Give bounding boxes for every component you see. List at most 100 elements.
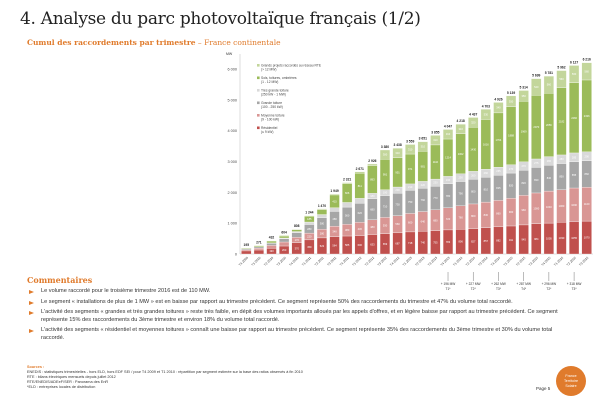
annotation-quarter: T2* xyxy=(471,287,477,291)
segment-value-label: 560 xyxy=(572,72,577,76)
y-tick-label: 6 000 xyxy=(227,68,237,72)
segment-value-label: 560 xyxy=(559,77,564,81)
segment-value-label: 340 xyxy=(496,106,501,110)
segment-value-label: 185 xyxy=(307,217,312,221)
segment-value-label: 310 xyxy=(446,132,451,136)
x-tick-label: T1 2015 xyxy=(503,256,514,267)
segment-value-label: 530 xyxy=(383,224,388,228)
segment-value-label: 1070 xyxy=(584,236,590,240)
x-tick-label: T2 2016 xyxy=(566,256,577,267)
bar-total-label: 5 314 xyxy=(520,85,528,89)
bar-segment xyxy=(241,250,252,255)
bar-segment xyxy=(291,232,302,238)
segment-value-label: 1000 xyxy=(533,206,539,210)
segment-value-label: 380 xyxy=(345,228,350,232)
segment-value-label: 1055 xyxy=(571,236,577,240)
bar-segment xyxy=(329,207,340,212)
y-tick-label: 2 000 xyxy=(227,191,237,195)
bar-segment xyxy=(253,248,264,251)
segment-value-label: 564 xyxy=(332,243,337,247)
segment-value-label: 310 xyxy=(421,144,426,148)
bar-total-label: 5 962 xyxy=(557,66,565,70)
segment-value-label: 991 xyxy=(383,172,388,176)
x-tick-label: T4 2009 xyxy=(238,256,249,267)
segment-value-label: 480 xyxy=(370,225,375,229)
x-tick-label: T2 2012 xyxy=(364,256,375,267)
source-line: *ELD : entreprises locales de distributi… xyxy=(27,385,96,389)
x-tick-label: T1 2011 xyxy=(301,256,312,267)
annotation-value: + 318 MW xyxy=(567,282,582,286)
bar-segment xyxy=(531,78,542,96)
segment-value-label: 270 xyxy=(521,164,526,168)
segment-value-label: 718 xyxy=(408,241,413,245)
legend-label: Résidentiel xyxy=(261,126,278,130)
legend-range: (250 kW - 1 MW) xyxy=(261,93,286,97)
x-tick-label: T2 2015 xyxy=(515,256,526,267)
bar-segment xyxy=(291,228,302,230)
segment-value-label: 280 xyxy=(307,227,312,231)
segment-value-label: 250 xyxy=(458,176,463,180)
segment-value-label: 750 xyxy=(408,200,413,204)
bar-segment xyxy=(253,249,264,255)
segment-value-label: 260 xyxy=(484,171,489,175)
segment-value-label: 220 xyxy=(307,234,312,238)
legend-swatch xyxy=(257,114,260,117)
x-tick-label: T2 2011 xyxy=(314,256,325,267)
bar-segment xyxy=(266,240,277,244)
segment-value-label: 270 xyxy=(509,167,514,171)
bar-segment xyxy=(569,65,580,83)
bar-segment xyxy=(354,198,365,204)
segment-value-label: 1100 xyxy=(584,202,590,206)
x-tick-label: T3 2010 xyxy=(276,256,287,267)
bar-segment xyxy=(316,209,328,215)
bar-total-label: 432 xyxy=(269,236,275,240)
segment-value-label: 687 xyxy=(395,241,400,245)
segment-value-label: 855 xyxy=(572,173,577,177)
segment-value-label: 2182 xyxy=(559,119,565,123)
segment-value-label: 200 xyxy=(395,188,400,192)
x-tick-label: T3 2011 xyxy=(326,256,337,267)
comment-item: Le segment « installations de plus de 1 … xyxy=(27,299,572,307)
bar-total-label: 1 470 xyxy=(318,204,326,208)
bar-segment xyxy=(253,246,264,249)
bar-total-label: 2 926 xyxy=(368,159,376,163)
segment-value-label: 310 xyxy=(408,147,413,151)
annotation-quarter: T3* xyxy=(572,287,578,291)
legend-range: (100 - 250 kW) xyxy=(261,105,283,109)
segment-value-label: 951 xyxy=(395,170,400,174)
bar-total-label: 2 671 xyxy=(356,167,364,171)
x-tick-label: T1 2012 xyxy=(351,256,362,267)
segment-value-label: 606 xyxy=(345,191,350,195)
segment-value-label: 1616 xyxy=(483,142,489,146)
x-tick-label: T3 2016 xyxy=(578,256,589,267)
segment-value-label: 783 xyxy=(446,240,451,244)
bar-total-label: 6 127 xyxy=(570,60,578,64)
annotation-quarter: T1* xyxy=(446,287,452,291)
legend-range: (≤ 9 kW) xyxy=(261,130,273,134)
legend-swatch xyxy=(257,101,260,105)
bar-total-label: 5 699 xyxy=(532,74,540,78)
bar-total-label: 1 949 xyxy=(330,189,338,193)
segment-value-label: 300 xyxy=(383,153,388,157)
bar-segment xyxy=(518,90,529,102)
x-tick-label: T4 2011 xyxy=(339,256,350,267)
segment-value-label: 180 xyxy=(370,194,375,198)
segment-value-label: 830 xyxy=(484,213,489,217)
bar-total-label: 808 xyxy=(294,224,300,228)
segment-value-label: 860 xyxy=(585,172,590,176)
segment-value-label: 1302 xyxy=(458,152,464,156)
bar-total-label: 1 244 xyxy=(305,211,313,215)
bar-segment xyxy=(556,70,567,88)
legend-range: (1 - 12 MW) xyxy=(261,80,278,84)
segment-value-label: 659 xyxy=(383,242,388,246)
bar-total-label: 5 781 xyxy=(545,71,553,75)
bar-segment xyxy=(367,163,378,166)
bar-total-label: 4 437 xyxy=(469,112,477,116)
annotation-value: + 227 MW xyxy=(466,282,481,286)
x-tick-label: T3 2012 xyxy=(377,256,388,267)
segment-value-label: 1888 xyxy=(508,134,514,138)
segment-value-label: 230 xyxy=(433,181,438,185)
bar-segment xyxy=(266,245,277,249)
legend-range: (> 12 MW) xyxy=(261,68,276,72)
segment-value-label: 1110 xyxy=(433,160,439,164)
